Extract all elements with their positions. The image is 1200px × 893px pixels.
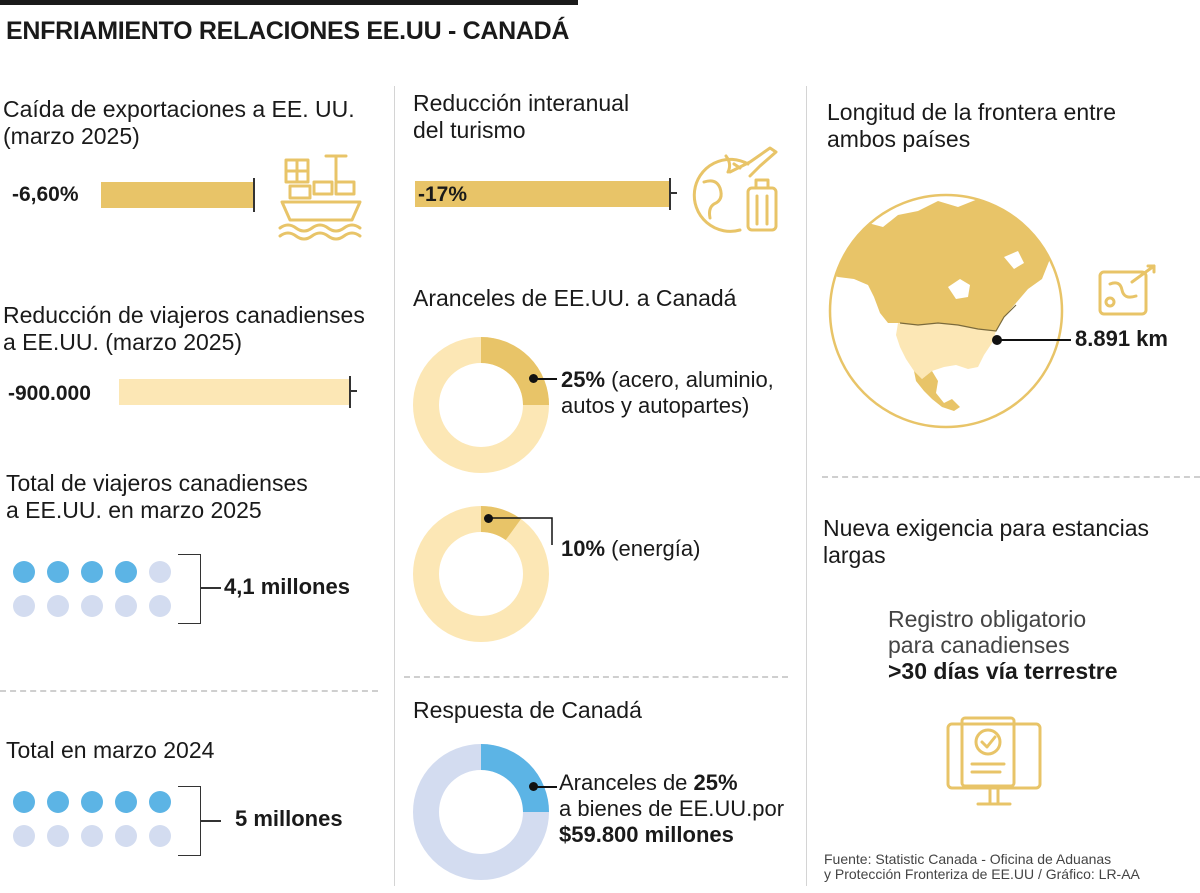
exports-bar-end-tick	[253, 178, 255, 212]
response-leader	[537, 786, 557, 788]
column-divider-left	[394, 86, 395, 886]
traveler-dot-filled	[149, 791, 171, 813]
travelers-drop-bar-end-tick	[349, 376, 351, 408]
response-label: Aranceles de 25% a bienes de EE.UU.por $…	[559, 770, 785, 847]
border-leader	[1001, 339, 1071, 341]
traveler-dot-filled	[13, 561, 35, 583]
tariff-energy-marker	[484, 514, 493, 523]
traveler-dot-filled	[13, 791, 35, 813]
traveler-dot-empty	[115, 595, 137, 617]
tariff-energy-leader	[490, 517, 553, 545]
travelers-2024-value: 5 millones	[235, 806, 343, 831]
travelers-2025-bracket-pointer	[201, 587, 221, 589]
border-marker	[992, 335, 1002, 345]
top-rule	[0, 0, 578, 5]
traveler-dot-empty	[47, 595, 69, 617]
tariff-steel-leader	[537, 378, 557, 380]
online-registration-icon	[946, 716, 1042, 806]
tariff-energy-label: 10% (energía)	[561, 536, 701, 561]
travel-globe-luggage-icon	[692, 146, 778, 233]
traveler-dot-filled	[81, 791, 103, 813]
traveler-dot-empty	[149, 825, 171, 847]
tourism-heading: Reducción interanual del turismo	[413, 90, 630, 143]
tariff-steel-label: 25% (acero, aluminio, autos y autopartes…	[561, 367, 774, 418]
travelers-2025-value: 4,1 millones	[224, 574, 350, 599]
travelers-drop-bar	[119, 379, 349, 405]
column-divider-right	[806, 86, 807, 886]
traveler-dot-filled	[81, 561, 103, 583]
tariff-energy-arc	[480, 506, 521, 541]
tourism-value: -17%	[418, 183, 468, 206]
response-heading: Respuesta de Canadá	[413, 697, 642, 723]
tariff-energy-donut	[413, 506, 549, 642]
traveler-dot-filled	[115, 561, 137, 583]
tariff-steel-donut	[413, 337, 549, 473]
requirement-text: Registro obligatorio para canadienses >3…	[888, 606, 1118, 684]
traveler-dot-empty	[47, 825, 69, 847]
tourism-bar	[415, 181, 669, 207]
traveler-dot-filled	[47, 791, 69, 813]
traveler-dot-empty	[13, 825, 35, 847]
traveler-dot-filled	[115, 791, 137, 813]
north-america-globe	[828, 193, 1064, 429]
travelers-drop-heading: Reducción de viajeros canadienses a EE.U…	[3, 302, 365, 355]
travelers-2025-heading: Total de viajeros canadienses a EE.UU. e…	[6, 470, 308, 523]
section-divider-col1	[0, 690, 378, 692]
border-value: 8.891 km	[1075, 326, 1168, 351]
tourism-bar-dash	[671, 192, 677, 194]
exports-heading: Caída de exportaciones a EE. UU. (marzo …	[3, 96, 355, 149]
page-title: ENFRIAMIENTO RELACIONES EE.UU - CANADÁ	[6, 17, 570, 45]
response-donut	[413, 744, 549, 880]
map-route-icon	[1098, 264, 1156, 316]
response-arc	[480, 744, 549, 813]
traveler-dot-filled	[47, 561, 69, 583]
traveler-dot-empty	[81, 825, 103, 847]
traveler-dot-empty	[115, 825, 137, 847]
tariff-steel-arc	[480, 337, 549, 406]
section-divider-col2	[404, 676, 788, 678]
traveler-dot-empty	[81, 595, 103, 617]
travelers-2024-heading: Total en marzo 2024	[6, 737, 215, 763]
response-marker	[529, 782, 538, 791]
travelers-drop-bar-dash	[351, 390, 357, 392]
travelers-2024-bracket	[178, 786, 201, 856]
traveler-dot-empty	[149, 595, 171, 617]
source-note: Fuente: Statistic Canada - Oficina de Ad…	[824, 851, 1140, 882]
traveler-dot-empty	[13, 595, 35, 617]
travelers-drop-value: -900.000	[8, 382, 91, 405]
tariffs-heading: Aranceles de EE.UU. a Canadá	[413, 285, 737, 311]
cargo-ship-icon	[278, 154, 362, 241]
exports-value: -6,60%	[12, 183, 79, 206]
tariff-steel-marker	[529, 374, 538, 383]
border-heading: Longitud de la frontera entre ambos país…	[827, 99, 1116, 152]
requirement-heading: Nueva exigencia para estancias largas	[823, 515, 1150, 568]
exports-bar	[101, 182, 253, 208]
travelers-2024-bracket-pointer	[201, 820, 221, 822]
tourism-bar-end-tick	[669, 178, 671, 210]
section-divider-col3	[822, 476, 1200, 478]
traveler-dot-empty	[149, 561, 171, 583]
travelers-2025-bracket	[178, 554, 201, 624]
